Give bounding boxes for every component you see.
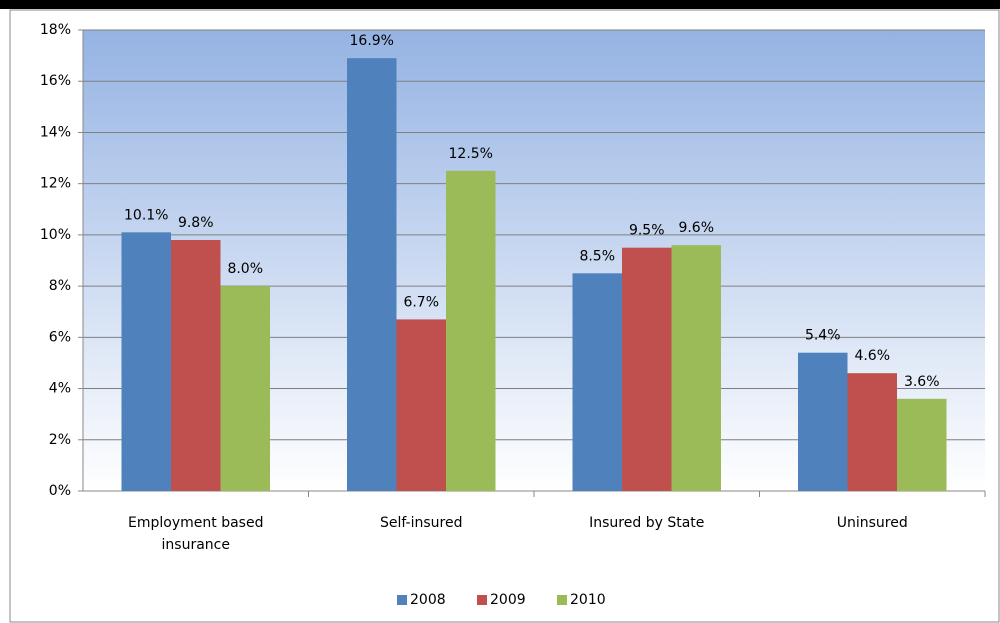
y-tick-label: 18% (40, 22, 71, 38)
y-tick-label: 8% (49, 278, 71, 294)
bar (622, 247, 672, 491)
x-tick-label: Employment based insurance (128, 515, 264, 553)
x-tick-label: Insured by State (589, 515, 705, 531)
bar (396, 319, 446, 491)
bar (798, 352, 848, 491)
y-tick-label: 12% (40, 176, 71, 192)
value-label: 4.6% (854, 348, 890, 364)
y-tick-label: 6% (49, 329, 71, 345)
value-label: 8.0% (227, 261, 263, 277)
value-label: 8.5% (579, 248, 615, 264)
y-tick-label: 4% (49, 381, 71, 397)
legend-label: 2010 (570, 592, 606, 608)
bar (572, 273, 622, 491)
value-label: 12.5% (449, 146, 493, 162)
x-tick-label: Uninsured (836, 515, 908, 531)
bar (220, 286, 270, 491)
y-tick-label: 0% (49, 483, 71, 499)
y-tick-label: 10% (40, 227, 71, 243)
y-tick-label: 2% (49, 432, 71, 448)
legend-label: 2008 (410, 592, 446, 608)
legend-swatch (397, 595, 407, 605)
bar (446, 170, 496, 491)
y-tick-label: 14% (40, 124, 71, 140)
bar (121, 232, 171, 492)
bar (347, 58, 397, 492)
y-tick-label: 16% (40, 73, 71, 89)
value-label: 16.9% (350, 33, 394, 49)
x-tick-label: Self-insured (380, 515, 463, 531)
bar (847, 373, 897, 491)
cropped-header (0, 0, 1000, 9)
value-label: 3.6% (904, 374, 940, 390)
value-label: 6.7% (403, 294, 439, 310)
value-label: 5.4% (805, 328, 841, 344)
bar (171, 240, 221, 491)
bar (671, 245, 721, 491)
legend-swatch (477, 595, 487, 605)
bar (897, 398, 947, 491)
value-label: 9.8% (178, 215, 214, 231)
value-label: 9.6% (678, 220, 714, 236)
legend-label: 2009 (490, 592, 526, 608)
value-label: 9.5% (629, 223, 665, 239)
value-label: 10.1% (124, 207, 168, 223)
legend-swatch (557, 595, 567, 605)
